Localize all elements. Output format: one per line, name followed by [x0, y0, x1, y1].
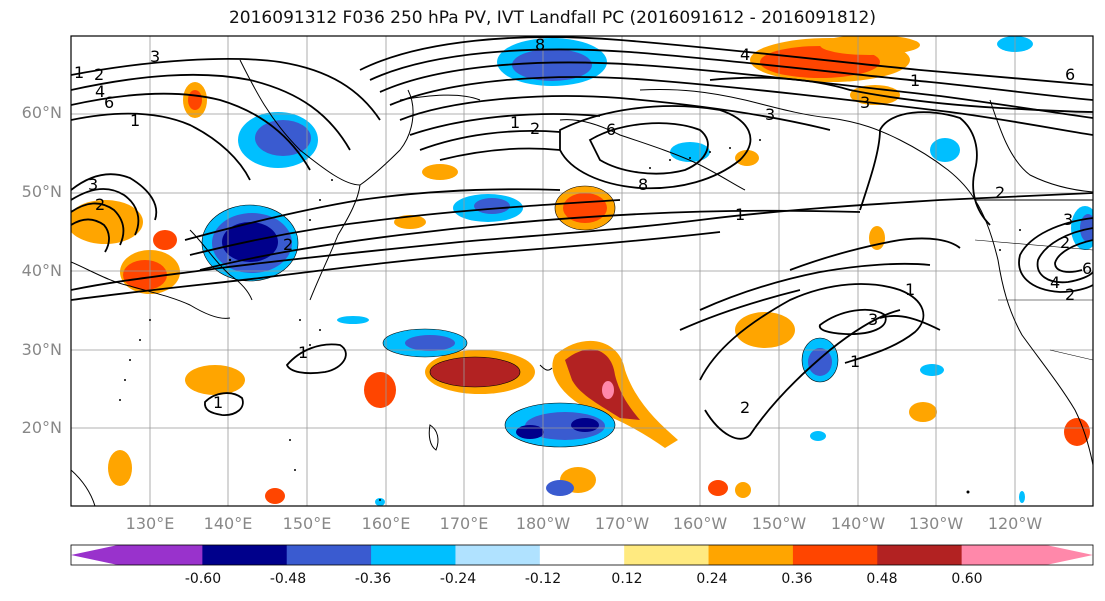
lat-label-50n: 50°N	[21, 182, 62, 201]
lon-label: 150°E	[282, 514, 332, 533]
colorbar-cell	[624, 545, 710, 565]
contour-label: 2	[94, 65, 104, 84]
colorbar-cell	[708, 545, 794, 565]
colorbar-tick-label: -0.24	[439, 571, 477, 587]
lon-label: 150°W	[751, 514, 807, 533]
lon-label: 160°W	[672, 514, 728, 533]
colorbar-extend-min	[71, 545, 118, 565]
contour-label: 1	[213, 393, 223, 412]
pv-shading	[71, 36, 1093, 506]
contour-label: 1	[910, 71, 920, 90]
lon-label: 140°E	[203, 514, 253, 533]
coastlines	[71, 59, 1093, 506]
contour-label: 3	[150, 47, 160, 66]
contour-label: 2	[995, 183, 1005, 202]
contour-label: 8	[638, 175, 648, 194]
contour-label: 1	[298, 343, 308, 362]
lat-label-60n: 60°N	[21, 103, 62, 122]
lat-label-20n: 20°N	[21, 418, 62, 437]
colorbar-tick-label: 0.48	[866, 571, 898, 587]
colorbar-tick-label: -0.36	[354, 571, 392, 587]
colorbar-cell	[455, 545, 541, 565]
island-dots	[119, 139, 1021, 501]
lon-label: 170°W	[594, 514, 650, 533]
lat-label-30n: 30°N	[21, 340, 62, 359]
shading-outlines	[201, 185, 839, 448]
colorbar-cell	[202, 545, 288, 565]
lon-label: 140°W	[830, 514, 886, 533]
contour-label: 1	[74, 63, 84, 82]
pv-contours	[71, 36, 1093, 440]
colorbar-cell	[118, 545, 203, 565]
contour-label: 6	[1082, 259, 1092, 278]
colorbar-tick-label: 0.12	[611, 571, 643, 587]
contour-labels: 1 2 3 4 6 8 1 2 1 3 2 1 1 2 3 4 6 8 6 3 …	[74, 35, 1092, 417]
contour-label: 3	[868, 310, 878, 329]
lon-label: 130°W	[908, 514, 964, 533]
contour-label: 3	[88, 175, 98, 194]
colorbar-cell	[286, 545, 372, 565]
contour-label: 1	[850, 352, 860, 371]
contour-label: 6	[104, 93, 114, 112]
colorbar	[70, 544, 1094, 566]
colorbar-tick-label: 0.24	[696, 571, 728, 587]
contour-label: 2	[530, 119, 540, 138]
contour-label: 2	[1060, 233, 1070, 252]
colorbar-cell	[539, 545, 625, 565]
contour-label: 4	[740, 45, 750, 64]
colorbar-extend-max	[1046, 545, 1093, 565]
lon-label: 120°W	[987, 514, 1043, 533]
contour-label: 2	[740, 398, 750, 417]
contour-label: 4	[95, 82, 105, 101]
colorbar-cell	[371, 545, 456, 565]
contour-label: 2	[95, 195, 105, 214]
contour-label: 3	[765, 105, 775, 124]
lon-label: 180°W	[515, 514, 571, 533]
colorbar-cell	[877, 545, 963, 565]
contour-label: 1	[905, 280, 915, 299]
map-frame	[70, 35, 1094, 507]
contour-label: 3	[1063, 210, 1073, 229]
lon-label: 130°E	[125, 514, 175, 533]
contour-label: 6	[1065, 65, 1075, 84]
colorbar-tick-label: -0.12	[524, 571, 562, 587]
negative-anomalies	[202, 36, 1093, 506]
colorbar-cell	[792, 545, 878, 565]
contour-label: 8	[535, 35, 545, 54]
contour-label: 1	[130, 111, 140, 130]
contour-label: 4	[1050, 273, 1060, 292]
contour-label: 2	[1065, 285, 1075, 304]
contour-label: 2	[283, 235, 293, 254]
map-panel: 1 2 3 4 6 8 1 2 1 3 2 1 1 2 3 4 6 8 6 3 …	[71, 35, 1093, 506]
contour-label: 1	[510, 113, 520, 132]
lat-label-40n: 40°N	[21, 261, 62, 280]
lon-label: 160°E	[361, 514, 411, 533]
colorbar-tick-label: 0.36	[781, 571, 813, 587]
contour-label: 3	[860, 93, 870, 112]
colorbar-tick-label: -0.48	[269, 571, 307, 587]
colorbar-cell	[961, 545, 1047, 565]
map-title: 2016091312 F036 250 hPa PV, IVT Landfall…	[228, 8, 876, 28]
lon-label: 170°E	[439, 514, 489, 533]
contour-label: 6	[606, 120, 616, 139]
contour-label: 1	[735, 205, 745, 224]
colorbar-tick-label: -0.60	[184, 571, 222, 587]
colorbar-tick-label: 0.60	[951, 571, 983, 587]
